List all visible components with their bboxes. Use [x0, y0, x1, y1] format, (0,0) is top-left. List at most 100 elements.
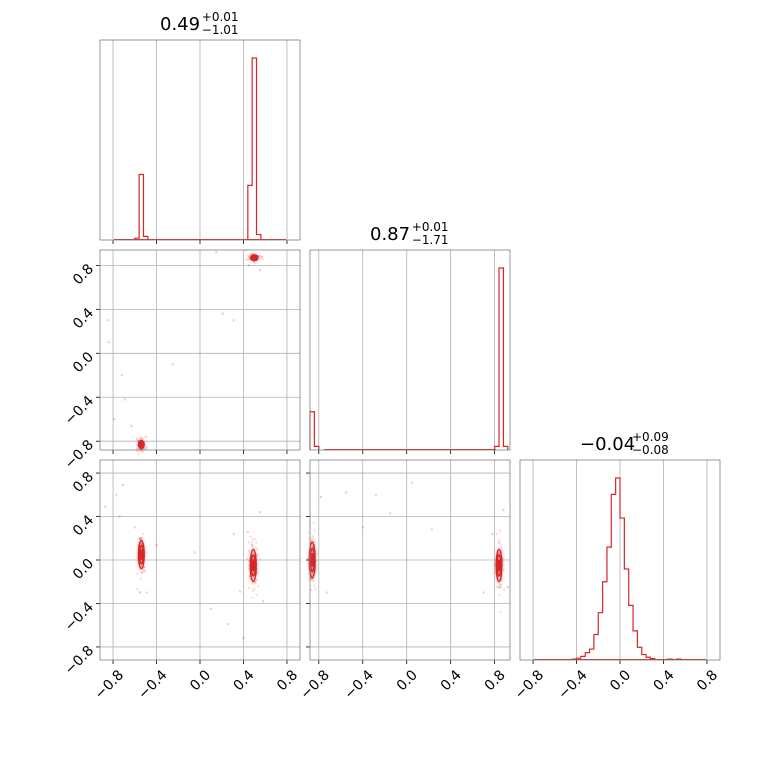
histogram-steps: [134, 57, 262, 240]
scatter-panel-0-2: [96, 460, 300, 664]
scatter-point: [345, 491, 348, 494]
density-cluster: [135, 435, 149, 456]
scatter-point: [221, 312, 225, 315]
scatter-point: [252, 260, 255, 264]
scatter-point: [139, 449, 142, 453]
scatter-point: [140, 536, 144, 539]
scatter-point: [138, 591, 141, 594]
scatter-point: [319, 495, 323, 499]
tick-label-x: −0.4: [135, 667, 170, 702]
scatter-point: [123, 398, 127, 401]
scatter-point: [261, 600, 265, 603]
histogram-panel-2: [532, 460, 708, 664]
scatter-point: [140, 571, 143, 574]
scatter-point: [497, 585, 500, 588]
histogram-title: 0.87: [370, 224, 410, 245]
density-contour: [137, 539, 145, 570]
tick-label-y: −0.4: [62, 393, 97, 428]
scatter-point: [136, 436, 139, 440]
scatter-point: [430, 528, 434, 531]
scatter-point: [497, 541, 500, 545]
scatter-point: [325, 591, 328, 594]
scatter-point: [209, 607, 213, 611]
scatter-point: [139, 577, 142, 580]
scatter-point: [499, 583, 502, 586]
tick-label-x: −0.4: [555, 667, 590, 702]
scatter-point: [141, 437, 144, 440]
tick-label-y: 0.0: [70, 349, 97, 376]
scatter-point: [258, 254, 262, 257]
scatter-point: [361, 526, 364, 529]
scatter-point: [255, 547, 258, 550]
scatter-point: [247, 256, 250, 259]
scatter-point: [247, 586, 250, 589]
scatter-point: [262, 257, 265, 261]
scatter-point: [315, 552, 318, 556]
scatter-point: [253, 587, 256, 591]
scatter-point: [112, 418, 116, 421]
density-cluster: [493, 529, 506, 614]
scatter-point: [118, 515, 121, 518]
scatter-point: [242, 637, 245, 640]
scatter-point: [138, 591, 142, 594]
scatter-point: [500, 546, 503, 550]
scatter-point: [248, 257, 251, 260]
scatter-point: [247, 254, 250, 258]
density-contour: [138, 544, 144, 565]
scatter-point: [261, 255, 264, 258]
scatter-point: [314, 588, 317, 591]
scatter-point: [144, 435, 147, 439]
scatter-point: [115, 493, 118, 496]
density-contour: [137, 439, 145, 450]
scatter-point: [136, 588, 139, 591]
scatter-point: [193, 551, 196, 554]
scatter-point: [498, 586, 501, 589]
scatter-point: [138, 537, 141, 541]
scatter-point: [104, 505, 107, 508]
scatter-point: [143, 569, 146, 572]
density-contour: [495, 548, 503, 583]
density-core: [139, 442, 143, 447]
scatter-point: [140, 437, 143, 440]
histogram-steps: [309, 267, 509, 450]
scatter-point: [502, 563, 505, 566]
title-upper-error: +0.01: [202, 10, 239, 24]
tick-label-y: 0.0: [70, 556, 97, 583]
density-core: [252, 256, 257, 260]
scatter-point: [144, 445, 147, 448]
scatter-point: [136, 450, 139, 453]
density-contour: [251, 255, 258, 261]
scatter-point: [255, 578, 259, 582]
scatter-point: [311, 537, 314, 540]
tick-label-x: 0.4: [231, 667, 258, 694]
scatter-point: [135, 447, 138, 450]
scatter-point: [246, 530, 250, 533]
title-upper-error: +0.01: [412, 220, 449, 234]
density-contour: [250, 554, 256, 577]
tick-label-x: 0.4: [651, 667, 678, 694]
scatter-point: [141, 571, 144, 575]
tick-label-y: 0.4: [70, 305, 97, 332]
scatter-point: [247, 264, 251, 267]
scatter-point: [255, 541, 258, 544]
tick-label-x: −0.8: [92, 667, 127, 702]
histogram-title: −0.04: [580, 434, 635, 455]
density-contour: [496, 554, 502, 577]
scatter-point: [120, 374, 123, 377]
scatter-point: [133, 526, 136, 529]
axes-frame: [309, 459, 511, 661]
axes-frame: [99, 39, 301, 241]
scatter-point: [249, 535, 252, 538]
scatter-point: [247, 564, 251, 567]
axes-frame: [99, 459, 301, 661]
axes-frame: [99, 249, 301, 451]
density-contour: [138, 441, 144, 448]
scatter-point: [498, 541, 501, 544]
title-upper-error: +0.09: [632, 430, 669, 444]
scatter-point: [142, 570, 145, 573]
scatter-point: [498, 594, 501, 597]
scatter-panel-0-1: [96, 248, 300, 456]
density-cluster: [307, 521, 318, 592]
scatter-point: [252, 252, 255, 255]
scatter-point: [495, 532, 499, 536]
